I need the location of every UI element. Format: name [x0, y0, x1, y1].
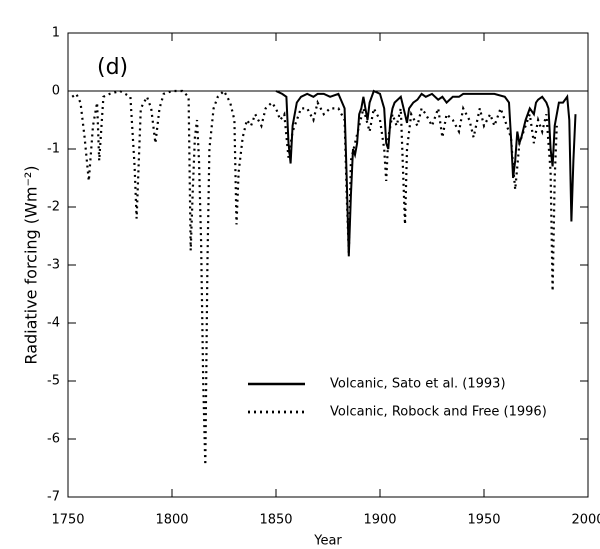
x-tick-label: 1900: [363, 513, 396, 528]
x-tick-label: 1850: [259, 513, 292, 528]
legend-label: Volcanic, Robock and Free (1996): [330, 405, 547, 420]
y-tick-label: -2: [47, 200, 60, 215]
y-tick-label: 1: [52, 26, 60, 41]
x-tick-label: 1800: [155, 513, 188, 528]
y-tick-label: 0: [52, 84, 60, 99]
y-tick-label: -4: [47, 316, 60, 331]
panel-label: (d): [97, 55, 128, 80]
y-tick-label: -7: [47, 490, 60, 505]
series-line: [71, 89, 558, 466]
legend-label: Volcanic, Sato et al. (1993): [330, 377, 506, 392]
y-tick-label: -5: [47, 374, 60, 389]
x-axis-label: Year: [313, 534, 342, 549]
y-tick-label: -6: [47, 432, 60, 447]
series-line: [275, 89, 577, 257]
x-tick-label: 1750: [51, 513, 84, 528]
y-tick-label: -3: [47, 258, 60, 273]
x-tick-label: 1950: [467, 513, 500, 528]
y-tick-label: -1: [47, 142, 60, 157]
y-axis-label: Radiative forcing (Wm⁻²): [22, 165, 41, 364]
x-tick-label: 2000: [571, 513, 600, 528]
